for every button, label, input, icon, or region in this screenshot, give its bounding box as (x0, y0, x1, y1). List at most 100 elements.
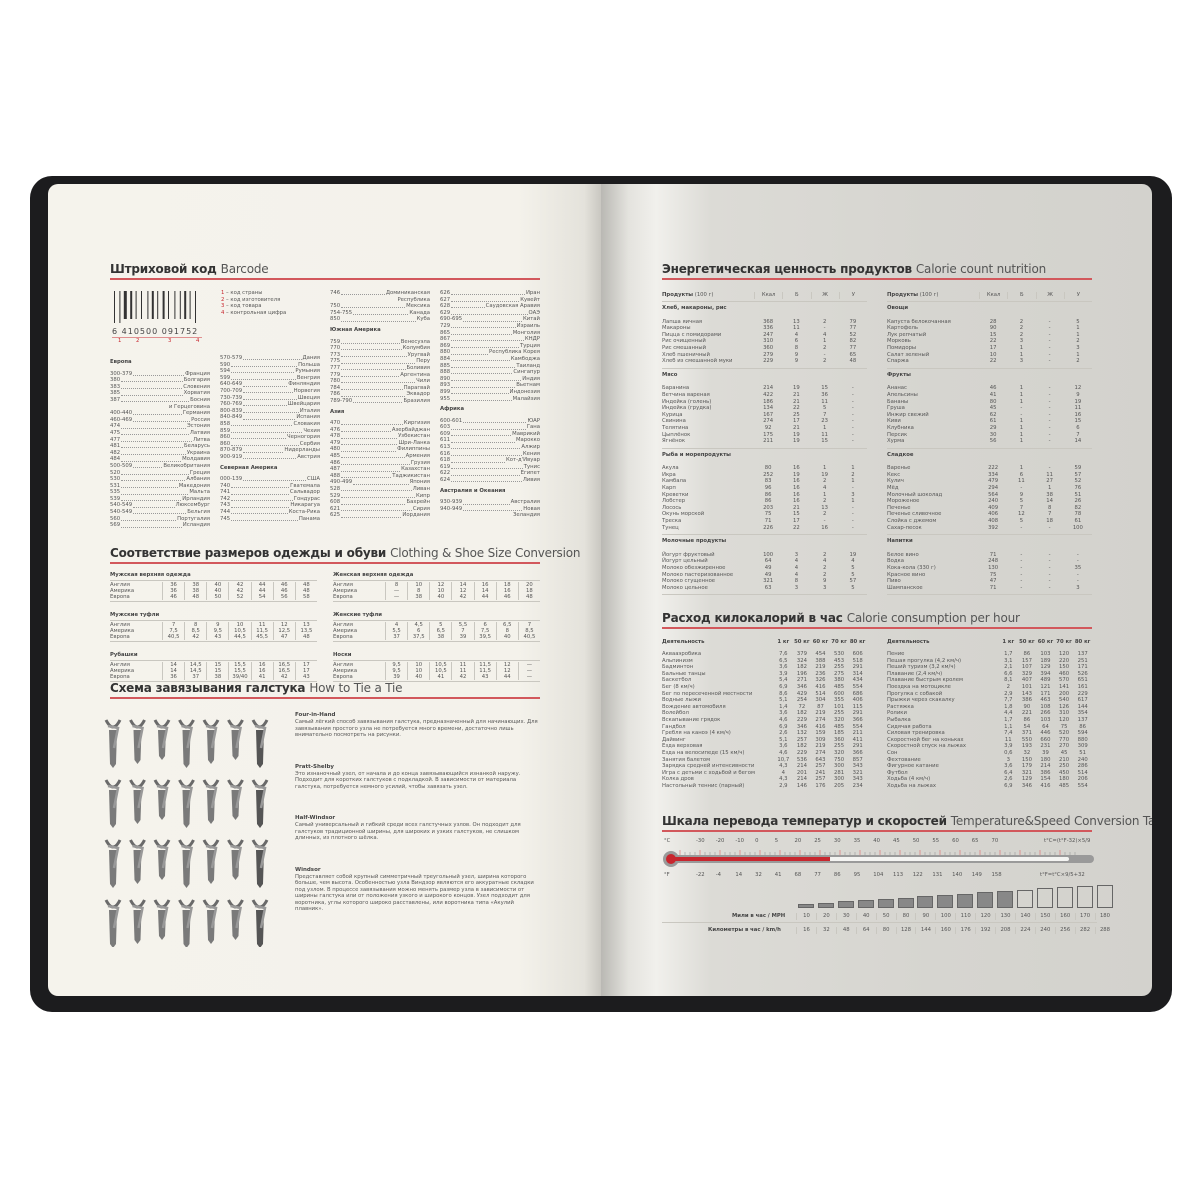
country-name: Вьетнам (516, 382, 540, 389)
food-value: 65 (849, 351, 857, 358)
food-value: 28 (989, 318, 997, 325)
tie-end (254, 844, 267, 869)
consumption-table-right: Деятельность 1 кг 50 кг 60 кг 70 кг 80 кг Пени… (887, 636, 1092, 789)
size-table-body: Англия Америка Европа 8— —10 8 38 12 10 40 14 12 42 1… (333, 581, 540, 602)
celsius-tick-label: 50 (912, 838, 920, 844)
mph-value: 110 (955, 913, 975, 920)
kcal-value: 530 (834, 651, 845, 657)
activity-name: Скоростной бег на коньках (887, 736, 964, 743)
food-value: - (1048, 558, 1051, 565)
country-name: Греция (189, 469, 210, 476)
dot-leader (243, 409, 299, 414)
consumption-table-left: Деятельность 1 кг 50 кг 60 кг 70 кг 80 кг Аква… (662, 636, 867, 789)
size-cell: 39,5 (479, 633, 492, 640)
kcal-value: 271 (796, 677, 807, 684)
food-row: Помидоры 17 1-3 (887, 345, 1092, 352)
country-code-row: 570-579 Дания (220, 355, 320, 362)
food-value: 61 (1074, 518, 1082, 525)
kcal-value: 4,4 (1004, 710, 1013, 717)
kcal-value: 121 (1040, 683, 1051, 690)
kcal-value: 254 (796, 697, 807, 704)
food-value: 19 (793, 471, 800, 478)
country-code-row: 865 Монголия (440, 330, 540, 337)
activity-row: Аквааэробика 7,6 379 454 530 606 (662, 651, 867, 658)
food-group-title: Рыба и морепродукты (662, 451, 731, 458)
food-row: Акула 80 16 1 1 (662, 465, 867, 472)
food-value: 203 (763, 504, 774, 511)
column-header: 60 кг (1037, 638, 1054, 645)
size-cell: Англия (333, 581, 353, 588)
food-value: 321 (763, 578, 774, 585)
kcal-value: 171 (1077, 664, 1088, 671)
food-value: 52 (849, 331, 857, 338)
food-row: Креветки 86 16 1 3 (662, 492, 867, 499)
kcal-value: 5,1 (779, 697, 788, 704)
food-value: 368 (763, 318, 774, 325)
activity-name: Бег по пересеченной местности (662, 690, 753, 697)
food-value: - (851, 431, 854, 438)
food-value: - (1048, 405, 1051, 412)
food-value: 13 (793, 318, 800, 325)
kcal-value: 394 (1040, 670, 1051, 677)
country-code-row: 460-469 Россия (110, 417, 210, 424)
activity-name: Колка дров (662, 776, 694, 783)
country-name: Россия (191, 416, 210, 423)
kcal-value: 211 (852, 730, 863, 737)
kcal-value: 3,6 (779, 710, 788, 717)
size-cell: 10,5 (234, 627, 246, 634)
country-name: Шри-Ланка (398, 439, 430, 446)
food-value: 4 (794, 571, 799, 578)
kmh-value: 80 (875, 927, 896, 934)
fahrenheit-tick-label: 86 (833, 872, 841, 878)
food-value: 2 (822, 344, 827, 351)
size-column: 46 46 56 (272, 581, 295, 600)
country-code: 627 (440, 296, 451, 303)
food-name: Ягнёнок (662, 438, 686, 445)
celsius-tick-label: 70 (991, 838, 999, 844)
kcal-value: 141 (1059, 683, 1070, 690)
dot-leader (341, 468, 401, 472)
activity-name: Волейбол (662, 710, 689, 717)
dot-leader (231, 369, 295, 374)
barcode-bar (189, 291, 191, 319)
food-value: 2 (851, 471, 855, 478)
food-value: 252 (763, 471, 774, 478)
tie-end (205, 784, 218, 809)
title-en: Temperature&Speed Conversion Table (950, 814, 1152, 828)
food-name: Телятина (662, 424, 689, 431)
mph-value: 160 (1054, 913, 1075, 920)
size-column: 16,5 16,5 42 (272, 661, 295, 680)
activity-row: Пешая прогулка (4,2 км/ч) 3,1 157 189 220 251 (887, 658, 1092, 665)
kcal-value: 434 (852, 677, 863, 684)
tie-step-figure (129, 719, 146, 764)
size-cell: 38 (437, 633, 445, 640)
country-code: 867 (440, 336, 451, 343)
kcal-value: 5,4 (779, 677, 788, 684)
dot-leader (463, 507, 523, 512)
country-code-row: 640-649 Финляндия (220, 381, 320, 388)
country-code: 480 (330, 446, 341, 453)
country-code-row: 850 Куба (330, 316, 430, 323)
size-cell: Америка (333, 667, 358, 674)
country-code-row: 613 Алжир (440, 444, 540, 451)
food-row: Молоко обезжиренное 49 4 2 5 (662, 565, 867, 572)
dot-leader (451, 304, 485, 309)
size-column: 16 14 44 (473, 581, 496, 600)
celsius-tick-label: 40 (873, 838, 881, 844)
food-name: Акула (662, 465, 679, 472)
tie-step-figure (104, 779, 122, 828)
speed-box (937, 894, 954, 908)
kcal-value: 314 (852, 670, 863, 677)
country-code-row: 528 Ливан (330, 486, 430, 493)
kcal-value: 219 (815, 710, 826, 717)
kcal-value: 3,9 (779, 670, 788, 677)
size-cell: 14 (170, 661, 177, 668)
kcal-value: 86 (1079, 723, 1087, 730)
size-column: 42 42 52 (228, 581, 250, 600)
country-code: 930-939 (440, 499, 463, 506)
country-code: 478 (330, 433, 341, 440)
food-value: 175 (763, 431, 774, 438)
country-name: Алжир (521, 444, 540, 451)
country-code-row: 478 Узбекистан (330, 433, 430, 440)
kcal-value: 300 (834, 763, 845, 770)
